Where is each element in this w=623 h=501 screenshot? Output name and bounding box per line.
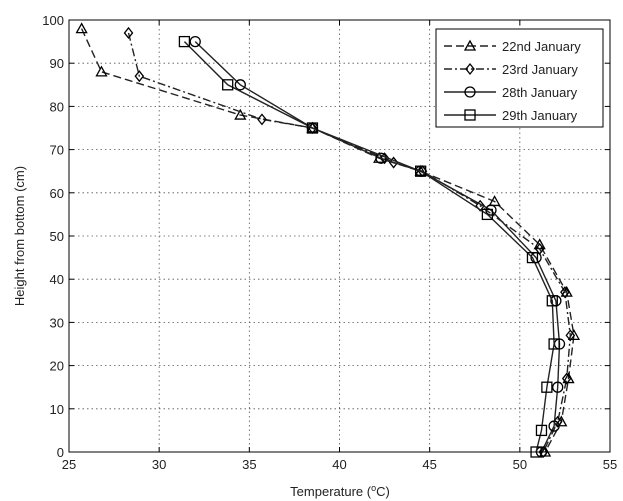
legend-label: 22nd January (502, 39, 581, 54)
data-point (222, 79, 234, 91)
y-tick-label: 70 (50, 143, 64, 158)
legend-marker (464, 86, 476, 98)
data-point (535, 424, 548, 437)
data-point (234, 108, 247, 120)
x-tick-label: 40 (332, 457, 346, 472)
data-point (375, 152, 387, 164)
x-tick-label: 55 (603, 457, 617, 472)
data-point (134, 70, 145, 83)
data-point (414, 165, 427, 177)
y-tick-label: 30 (50, 315, 64, 330)
data-point (189, 35, 201, 48)
x-tick-label: 50 (513, 457, 527, 472)
legend-marker (463, 39, 477, 51)
data-point (178, 35, 191, 48)
data-point (488, 195, 501, 207)
series-line (194, 41, 561, 453)
legend-label: 28th January (502, 85, 578, 100)
data-point (75, 22, 88, 34)
data-point (234, 79, 246, 91)
y-tick-label: 20 (50, 359, 64, 374)
x-tick-label: 30 (152, 457, 166, 472)
data-point (555, 415, 568, 427)
data-point (526, 251, 539, 264)
y-tick-label: 90 (50, 56, 64, 71)
grid-lines (69, 20, 610, 452)
series-line (80, 28, 575, 453)
data-point (123, 26, 134, 40)
x-tick-label: 45 (422, 457, 436, 472)
data-point (548, 338, 560, 350)
data-point (475, 199, 485, 212)
axis-ticks: 25 30 35 40 45 50 55 0 10 20 30 40 50 60 70 80 90 100 (42, 13, 617, 472)
legend-label: 23rd January (502, 62, 578, 77)
legend-entry: 23rd January (444, 62, 578, 77)
y-tick-label: 10 (50, 402, 64, 417)
y-tick-label: 0 (57, 445, 64, 460)
data-point (95, 65, 108, 77)
y-tick-label: 50 (50, 229, 64, 244)
legend-entry: 22nd January (444, 39, 581, 54)
y-tick-label: 100 (42, 13, 64, 28)
data-point (560, 286, 570, 299)
data-point (546, 295, 558, 307)
x-tick-label: 25 (62, 457, 76, 472)
data-point (257, 113, 267, 126)
data-point (379, 152, 390, 165)
series-line (183, 41, 555, 453)
data-point (541, 381, 553, 393)
data-point (306, 122, 319, 134)
data-point (567, 329, 581, 341)
y-axis-title: Height from bottom (cm) (12, 166, 27, 306)
data-point (485, 204, 497, 216)
data-point (565, 329, 576, 342)
series-line (127, 32, 572, 453)
legend-entry: 29th January (444, 108, 578, 123)
data-point (561, 372, 572, 385)
y-tick-label: 80 (50, 99, 64, 114)
x-axis-title: Temperature (oC) (290, 483, 390, 499)
legend-marker (464, 109, 476, 121)
series-4 (178, 35, 560, 458)
data-point (548, 420, 560, 432)
legend: 22nd January 23rd January 28th January 29th… (435, 28, 604, 128)
legend-marker (465, 62, 475, 76)
y-tick-label: 40 (50, 272, 64, 287)
legend-entry: 28th January (444, 85, 578, 100)
data-point (552, 381, 564, 393)
y-tick-label: 60 (50, 186, 64, 201)
series-layer (75, 22, 581, 459)
x-tick-label: 35 (242, 457, 256, 472)
legend-label: 29th January (502, 108, 578, 123)
data-point (481, 208, 494, 221)
